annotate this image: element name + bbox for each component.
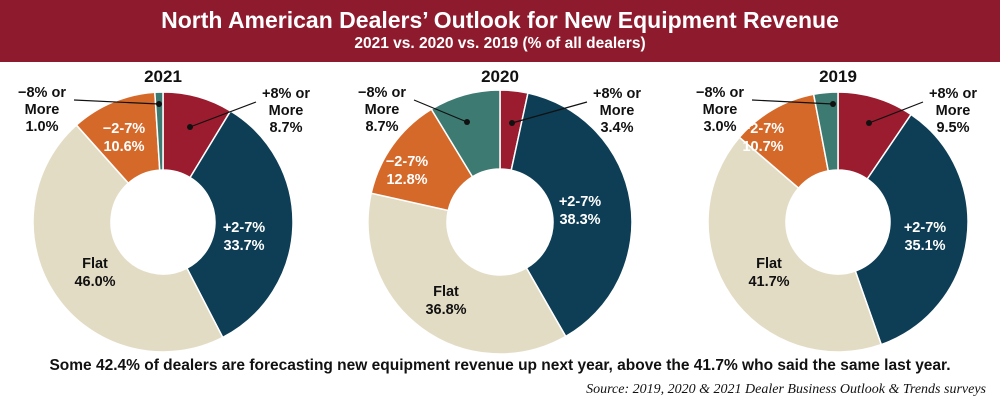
slice-label-minus8: −8% or More 1.0% xyxy=(18,85,66,135)
leader-line-minus8 xyxy=(73,99,160,105)
slice-label-flat: Flat 46.0% xyxy=(74,256,115,290)
slice-label-plus8: +8% or More 9.5% xyxy=(929,86,977,136)
leader-line-plus8 xyxy=(868,101,924,124)
slice-label-plus8: +8% or More 3.4% xyxy=(593,86,641,136)
source-note: Source: 2019, 2020 & 2021 Dealer Busines… xyxy=(586,382,986,397)
leader-line-plus8 xyxy=(189,101,257,128)
slice-label-plus2-7: +2-7% 33.7% xyxy=(223,220,265,254)
leader-dot-plus8 xyxy=(509,120,515,126)
leader-line-plus8 xyxy=(511,101,588,124)
leader-dot-plus8 xyxy=(866,120,872,126)
chart-year-title: 2019 xyxy=(819,67,857,86)
slice-label-flat: Flat 36.8% xyxy=(425,284,466,318)
slice-label-plus2-7: +2-7% 38.3% xyxy=(559,194,601,228)
slice-label-minus2-7: −2-7% 12.8% xyxy=(386,154,428,188)
chart-title: North American Dealers’ Outlook for New … xyxy=(161,7,839,33)
donut-slice-plus2-7 xyxy=(510,92,633,338)
slice-label-minus8: −8% or More 3.0% xyxy=(696,85,744,135)
slice-label-minus8: −8% or More 8.7% xyxy=(358,85,406,135)
chart-header: North American Dealers’ Outlook for New … xyxy=(0,0,1000,62)
chart-subtitle: 2021 vs. 2020 vs. 2019 (% of all dealers… xyxy=(354,35,646,52)
slice-label-minus2-7: −2-7% 10.6% xyxy=(103,121,145,155)
slice-label-flat: Flat 41.7% xyxy=(748,256,789,290)
donut-slice-flat xyxy=(32,123,224,353)
donut-slice-plus2-7 xyxy=(185,109,294,339)
donut-slice-flat xyxy=(367,192,567,355)
chart-year-title: 2020 xyxy=(481,67,519,86)
donut-slice-minus8 xyxy=(812,91,839,172)
footnote: Some 42.4% of dealers are forecasting ne… xyxy=(49,357,951,374)
leader-line-minus8 xyxy=(413,99,468,123)
leader-dot-minus8 xyxy=(156,101,162,107)
leader-dot-minus8 xyxy=(464,119,470,125)
leader-dot-plus8 xyxy=(187,124,193,130)
slice-label-plus2-7: +2-7% 35.1% xyxy=(904,220,946,254)
donut-slice-flat xyxy=(707,136,883,353)
slice-label-plus8: +8% or More 8.7% xyxy=(262,86,310,136)
leader-dot-minus8 xyxy=(830,101,836,107)
leader-line-minus8 xyxy=(751,99,834,105)
donut-slice-plus2-7 xyxy=(854,113,969,346)
chart-year-title: 2021 xyxy=(144,67,182,86)
donut-slice-minus8 xyxy=(430,89,501,178)
slice-label-minus2-7: −2-7% 10.7% xyxy=(742,121,784,155)
donut-slice-minus8 xyxy=(154,91,164,171)
